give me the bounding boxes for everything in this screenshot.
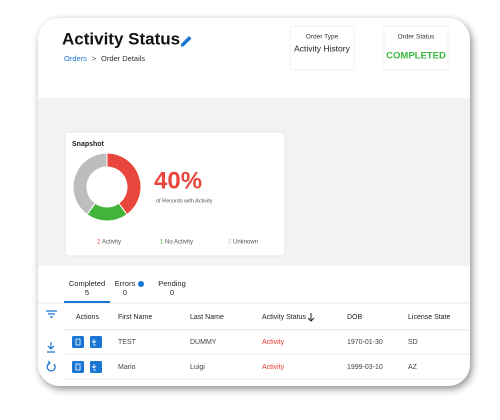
legend-label: Unknown bbox=[233, 240, 258, 246]
column-header: Last Name bbox=[190, 314, 224, 321]
order-type-value: Activity History bbox=[294, 43, 350, 53]
button-icon bbox=[75, 338, 97, 346]
legend-label: Activity bbox=[102, 240, 121, 246]
column-header[interactable]: Activity Status bbox=[262, 314, 306, 321]
content: Activity Status Orders > Order Details O… bbox=[38, 25, 470, 380]
download-button[interactable] bbox=[90, 361, 102, 373]
donut-chart bbox=[72, 152, 142, 222]
tab-label[interactable]: Completed bbox=[69, 279, 105, 288]
breadcrumb-current: Order Details bbox=[101, 54, 145, 63]
view-button[interactable] bbox=[72, 336, 84, 348]
cell: SD bbox=[408, 339, 418, 346]
order-status-value: COMPLETED bbox=[386, 51, 446, 62]
cell: 1970-01-30 bbox=[347, 339, 383, 346]
column-header: License State bbox=[408, 314, 451, 321]
column-header: Actions bbox=[76, 314, 99, 321]
cell: Activity bbox=[262, 364, 285, 371]
cell: Mario bbox=[118, 364, 136, 371]
column-header: First Name bbox=[118, 314, 152, 321]
active-tab-indicator bbox=[64, 301, 110, 303]
cell: DUMMY bbox=[190, 339, 217, 346]
sort-arrow[interactable] bbox=[307, 313, 315, 322]
order-type-label: Order Type bbox=[306, 34, 339, 41]
tab-count[interactable]: 0 bbox=[170, 288, 174, 297]
download-all-icon[interactable] bbox=[47, 342, 55, 353]
cell: AZ bbox=[408, 364, 418, 371]
page-title: Activity Status bbox=[62, 29, 180, 48]
cell: Activity bbox=[262, 339, 285, 346]
legend-count: 1 bbox=[160, 240, 164, 246]
order-status-box bbox=[383, 25, 449, 71]
tab-count[interactable]: 5 bbox=[85, 288, 89, 297]
breadcrumb-separator: > bbox=[92, 54, 97, 63]
cell: 1999-03-10 bbox=[347, 364, 383, 371]
order-status-label: Order Status bbox=[398, 34, 436, 41]
percent: 40% bbox=[154, 167, 202, 194]
table: Actions First Name Last Name Activity Statu… bbox=[64, 313, 470, 380]
legend: 2 Activity 1 No Activity 2 Unknown bbox=[97, 240, 258, 246]
tab-label[interactable]: Pending bbox=[158, 279, 186, 288]
cell: Luigi bbox=[190, 364, 205, 371]
tab-label[interactable]: Errors bbox=[115, 279, 136, 288]
order-type-box bbox=[289, 25, 355, 71]
download-button[interactable] bbox=[90, 336, 102, 348]
breadcrumb-link[interactable]: Orders bbox=[64, 54, 87, 63]
cell: TEST bbox=[118, 339, 137, 346]
percent-caption: of Records with Activity bbox=[156, 198, 213, 204]
legend-count: 2 bbox=[97, 240, 101, 246]
button-icon bbox=[75, 363, 97, 371]
filter-icon[interactable] bbox=[46, 310, 57, 318]
legend-label: No Activity bbox=[165, 240, 193, 246]
snapshot-title: Snapshot bbox=[72, 141, 105, 148]
tab-count[interactable]: 0 bbox=[123, 288, 127, 297]
donut-segment bbox=[72, 152, 108, 216]
info-icon[interactable] bbox=[138, 281, 144, 287]
refresh-icon[interactable] bbox=[46, 360, 56, 372]
legend-count: 2 bbox=[228, 240, 232, 246]
column-header: DOB bbox=[347, 314, 363, 321]
edit-icon[interactable] bbox=[181, 36, 192, 47]
view-button[interactable] bbox=[72, 361, 84, 373]
